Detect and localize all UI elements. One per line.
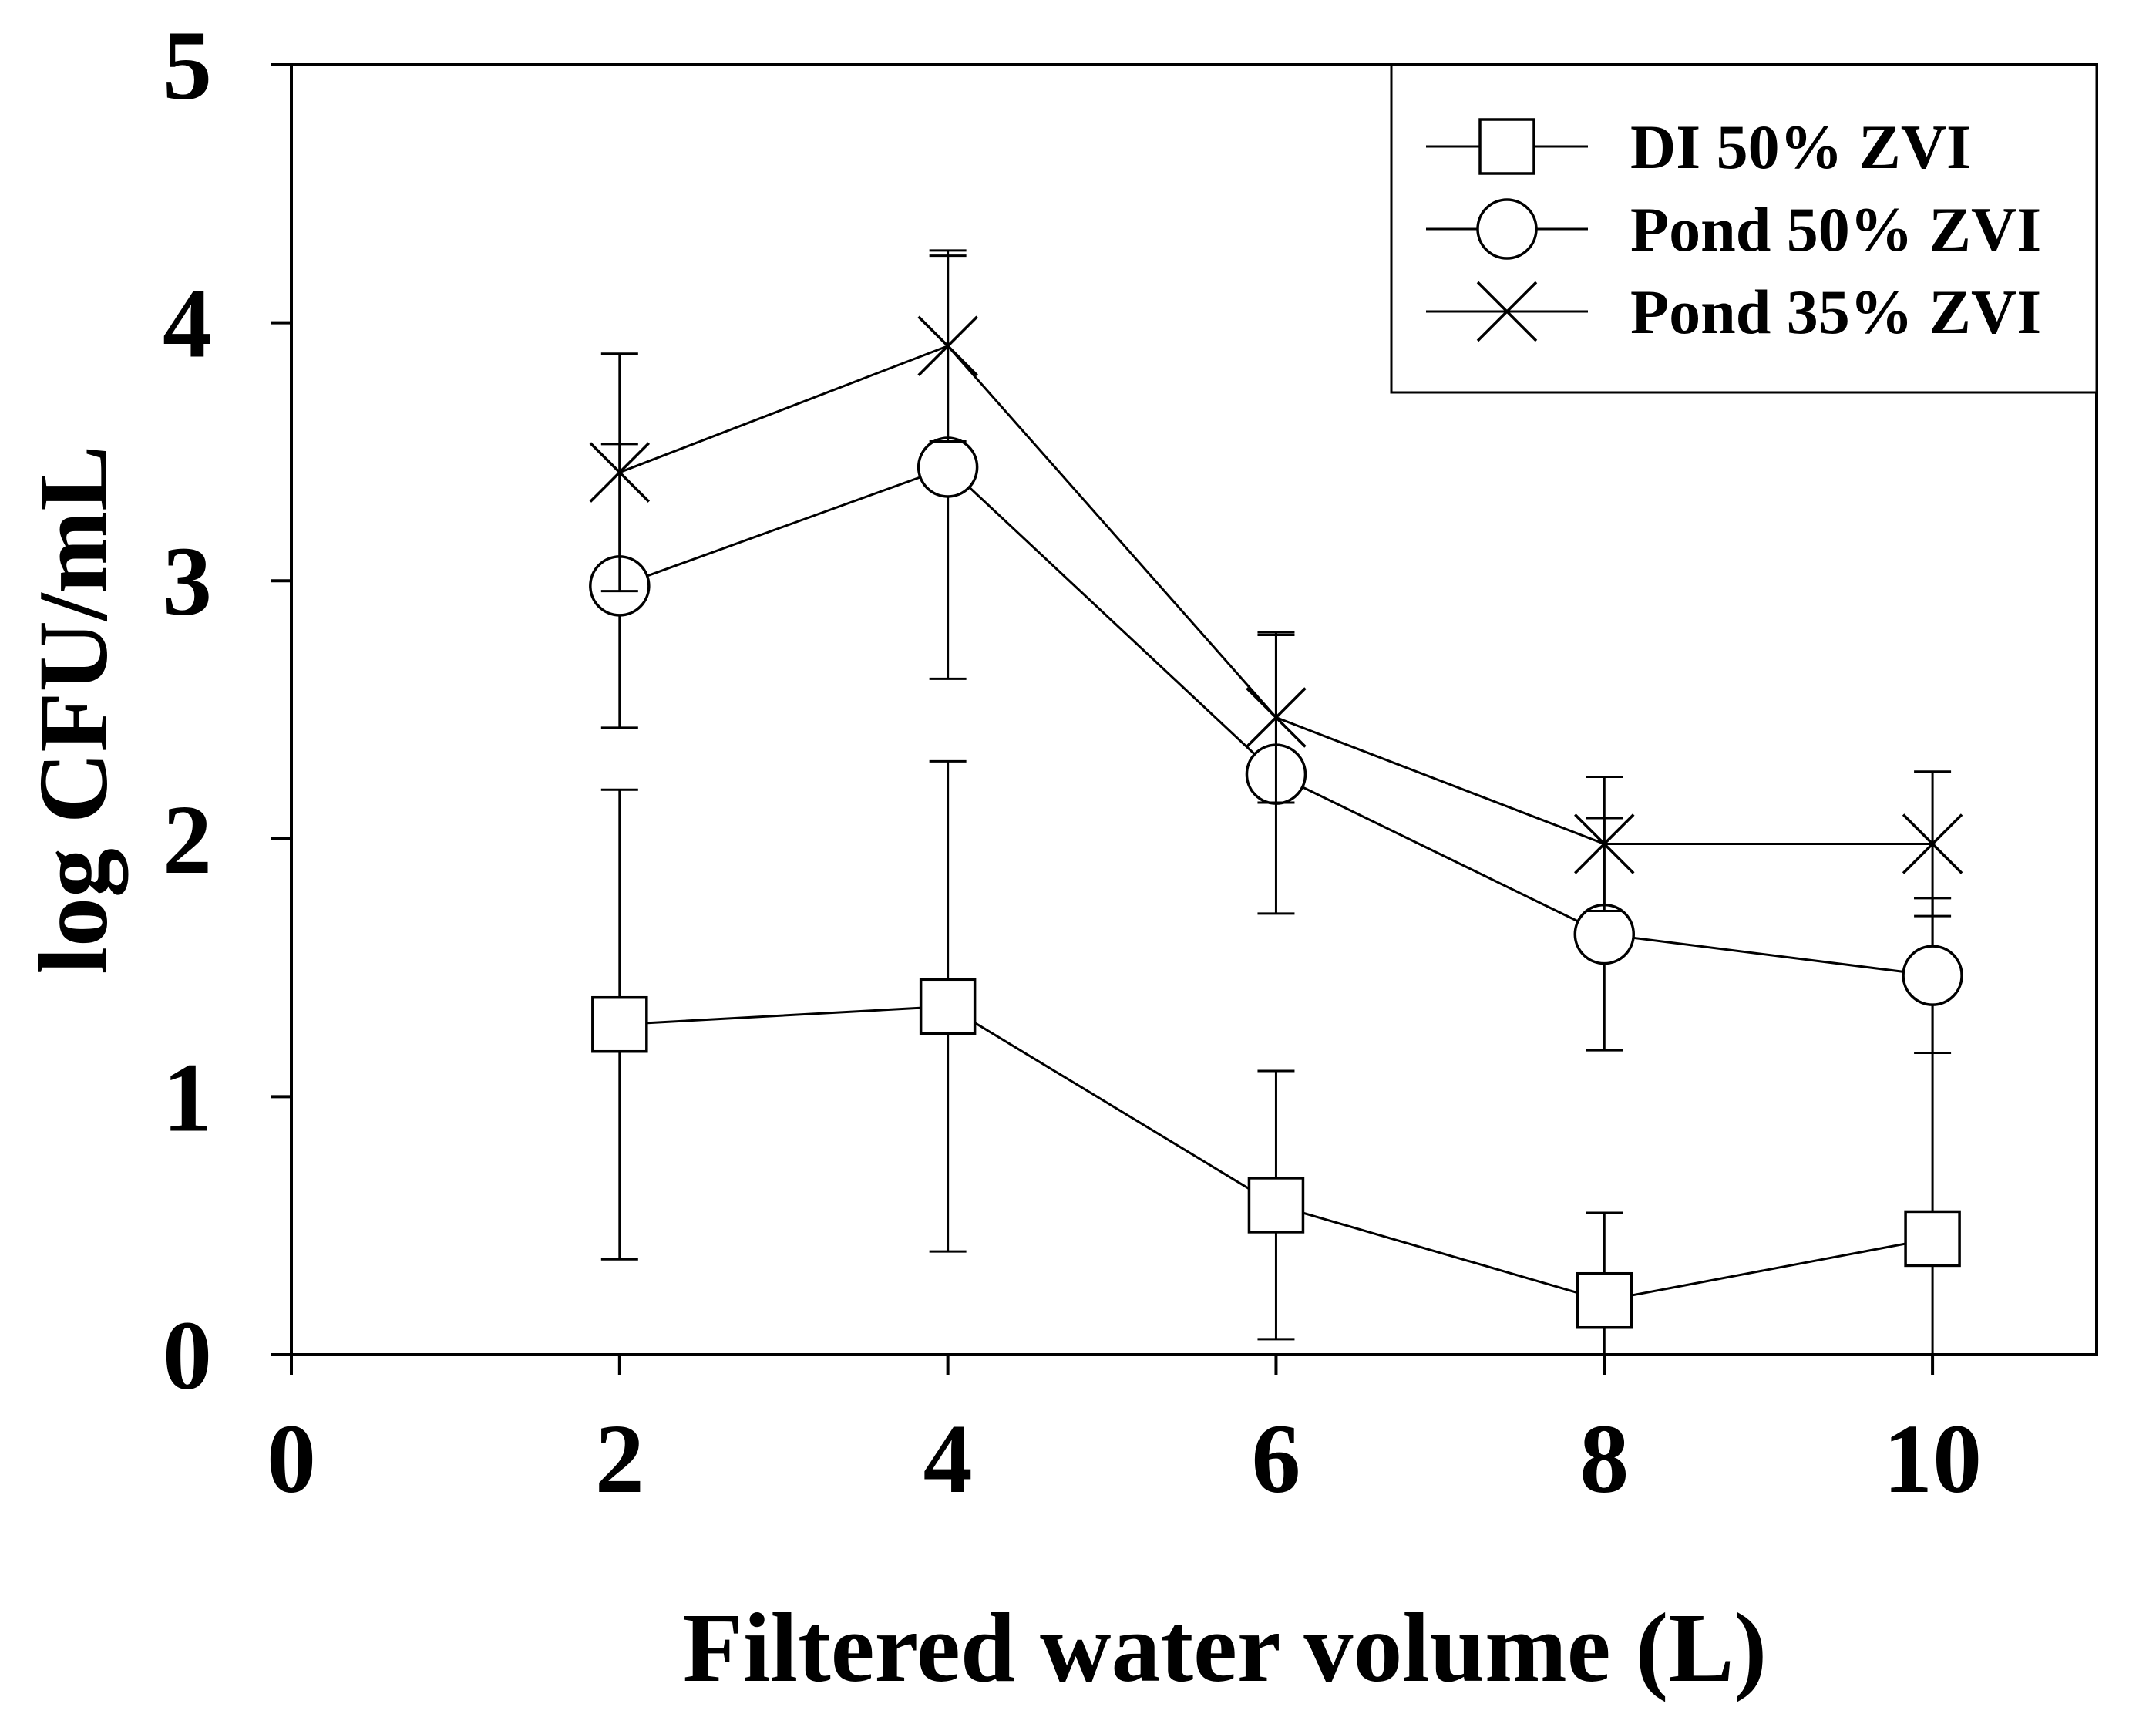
circle-marker (1476, 198, 1538, 260)
square-marker (1904, 1210, 1961, 1268)
x-marker (1246, 687, 1307, 748)
y-axis-title: log CFU/mL (18, 445, 128, 974)
legend-label: Pond 35% ZVI (1630, 277, 2041, 347)
square-marker (1247, 1177, 1305, 1234)
square-marker (1576, 1271, 1633, 1329)
y-tick-label: 1 (163, 1042, 212, 1152)
plot-border (290, 63, 2098, 1356)
x-tick-label: 6 (1251, 1404, 1300, 1514)
x-tick-label: 8 (1579, 1404, 1629, 1514)
x-marker (1902, 813, 1963, 874)
legend-entry: DI 50% ZVI (1426, 112, 1971, 182)
x-tick-label: 4 (923, 1404, 973, 1514)
y-tick-label: 0 (163, 1301, 212, 1410)
series-x (589, 249, 1963, 918)
circle-marker (917, 436, 979, 498)
y-tick-label: 3 (163, 527, 212, 636)
square-marker (1478, 118, 1535, 175)
legend-label: Pond 50% ZVI (1630, 194, 2041, 264)
x-marker (589, 442, 651, 503)
plot-frame (290, 63, 2098, 1356)
square-marker (919, 978, 977, 1035)
legend: DI 50% ZVI Pond 50% ZVI Pond 35% ZVI (1390, 63, 2098, 394)
y-tick-label: 4 (163, 269, 212, 379)
legend-entry: Pond 35% ZVI (1426, 277, 2041, 347)
legend-entry: Pond 50% ZVI (1426, 194, 2041, 264)
series-layer (589, 249, 1963, 1355)
x-marker (917, 315, 978, 376)
x-tick-label: 10 (1883, 1404, 1982, 1514)
circle-marker (1573, 903, 1636, 965)
circle-marker (1902, 945, 1963, 1006)
x-tick-label: 0 (267, 1404, 316, 1514)
square-marker (591, 995, 648, 1053)
y-tick-label: 5 (163, 11, 212, 120)
x-axis-title: Filtered water volume (L) (683, 1593, 1767, 1702)
x-marker (1476, 281, 1538, 342)
y-tick-label: 2 (163, 785, 212, 894)
series-square (591, 759, 1961, 1355)
y-axis: 0 1 2 3 4 5 (163, 11, 291, 1410)
x-tick-label: 2 (595, 1404, 644, 1514)
legend-label: DI 50% ZVI (1630, 112, 1971, 182)
x-marker (1574, 813, 1635, 874)
x-axis: 0 2 4 6 8 10 (267, 1355, 1982, 1514)
